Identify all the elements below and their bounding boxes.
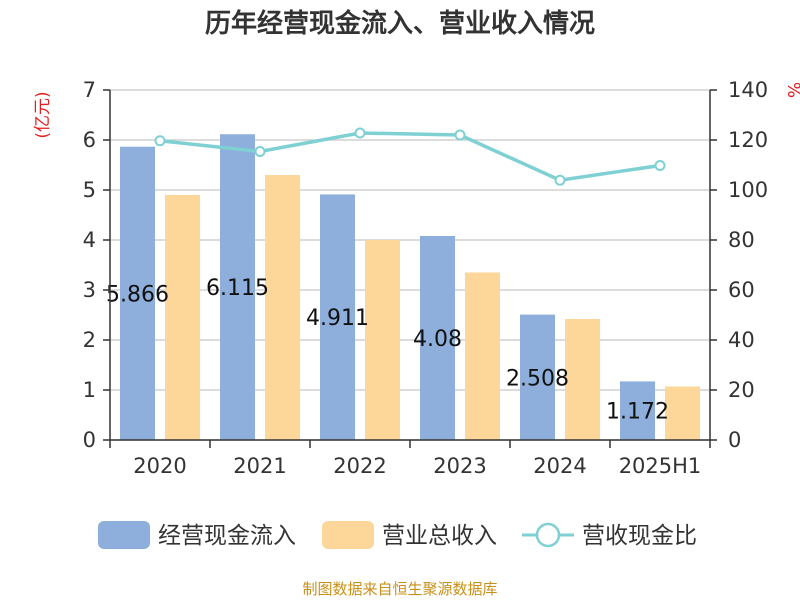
left-axis-unit: (亿元) [33,91,53,138]
data-label: 2.508 [506,366,569,391]
legend[interactable]: 经营现金流入 营业总收入 营收现金比 [98,521,697,549]
ratio-point [354,127,366,139]
bar-revenue [365,240,400,440]
data-labels: 5.866 6.115 4.911 4.08 2.508 1.172 [106,276,669,425]
bar-revenue [265,175,300,440]
x-tick-label: 2021 [233,454,286,478]
left-tick-label: 0 [83,428,96,452]
x-tick-label: 2022 [333,454,386,478]
right-tick-label: 20 [728,378,755,402]
left-tick-label: 5 [83,178,96,202]
line-series [154,127,666,186]
x-tick-label: 2024 [533,454,586,478]
right-axis-unit: % [783,82,800,98]
data-label: 4.08 [413,327,462,352]
ratio-point [654,160,666,171]
legend-swatch [98,521,150,549]
legend-label: 经营现金流入 [158,523,296,549]
left-tick-label: 1 [83,378,96,402]
ratio-point [154,135,166,147]
x-tick-label: 2020 [133,454,186,478]
right-tick-label: 120 [728,128,768,152]
bar-cash-inflow [620,381,655,440]
source-note: 制图数据来自恒生聚源数据库 [302,580,497,598]
legend-marker [535,522,561,548]
bars [120,134,700,440]
x-tick-label: 2023 [433,454,486,478]
bar-cash-inflow [120,146,155,440]
data-label: 6.115 [206,276,269,301]
grid [110,89,710,441]
bar-cash-inflow [320,194,355,440]
ratio-point [554,174,566,186]
right-tick-label: 100 [728,178,768,202]
right-tick-label: 40 [728,328,755,352]
ratio-line [159,131,661,183]
bar-cash-inflow [220,134,255,440]
ratio-point [254,146,266,157]
x-tick-label: 2025H1 [619,454,702,478]
right-tick-label: 0 [728,428,741,452]
left-tick-label: 2 [83,328,96,352]
legend-label: 营业总收入 [382,523,497,549]
right-tick-label: 80 [728,228,755,252]
left-tick-label: 6 [83,128,96,152]
right-tick-label: 60 [728,278,755,302]
data-label: 5.866 [106,282,169,307]
left-tick-label: 7 [83,78,96,102]
legend-label: 营收现金比 [582,523,697,549]
left-tick-label: 4 [83,228,96,252]
data-label: 4.911 [306,306,369,331]
bar-cash-inflow [520,314,555,440]
right-tick-label: 140 [728,78,768,102]
bar-cash-inflow [420,236,455,440]
ratio-point [454,129,466,141]
data-label: 1.172 [606,400,669,425]
bar-revenue [565,319,600,440]
left-tick-label: 3 [83,278,96,302]
bar-revenue [665,386,700,440]
legend-swatch [322,521,374,549]
chart-title: 历年经营现金流入、营业收入情况 [205,8,595,39]
axes: 0 1 2 3 4 5 6 7 0 20 40 60 80 100 120 140 (亿元)% 2020 2021 2… [33,78,800,478]
bar-revenue [165,195,200,440]
bar-revenue [465,272,500,440]
